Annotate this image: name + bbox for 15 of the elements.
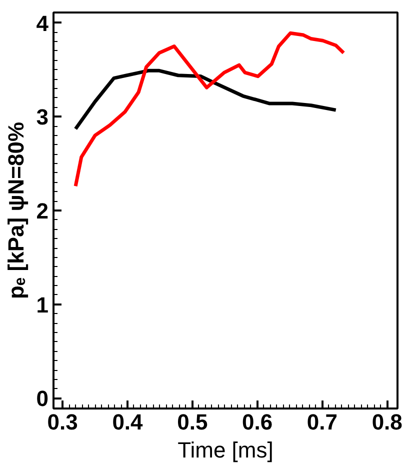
- line-series: [74, 31, 346, 188]
- x-tick-label: 0.7: [306, 410, 338, 434]
- x-tick-label: 0.5: [177, 410, 208, 434]
- x-tick-label: 0.8: [372, 410, 402, 434]
- y-tick-label: 0: [36, 386, 49, 412]
- x-tick-label: 0.3: [47, 410, 78, 434]
- y-tick-label: 4: [36, 10, 50, 36]
- x-axis-title: Time [ms]: [178, 438, 274, 462]
- y-tick-label: 1: [36, 292, 49, 318]
- x-tick-label: 0.4: [112, 410, 144, 434]
- line-series: [74, 68, 338, 131]
- y-tick-label: 2: [36, 198, 49, 224]
- y-tick-label: 3: [36, 104, 49, 130]
- x-tick-label: 0.6: [242, 410, 273, 434]
- y-axis-title: pₑ [kPa] ψN=80%: [3, 122, 28, 300]
